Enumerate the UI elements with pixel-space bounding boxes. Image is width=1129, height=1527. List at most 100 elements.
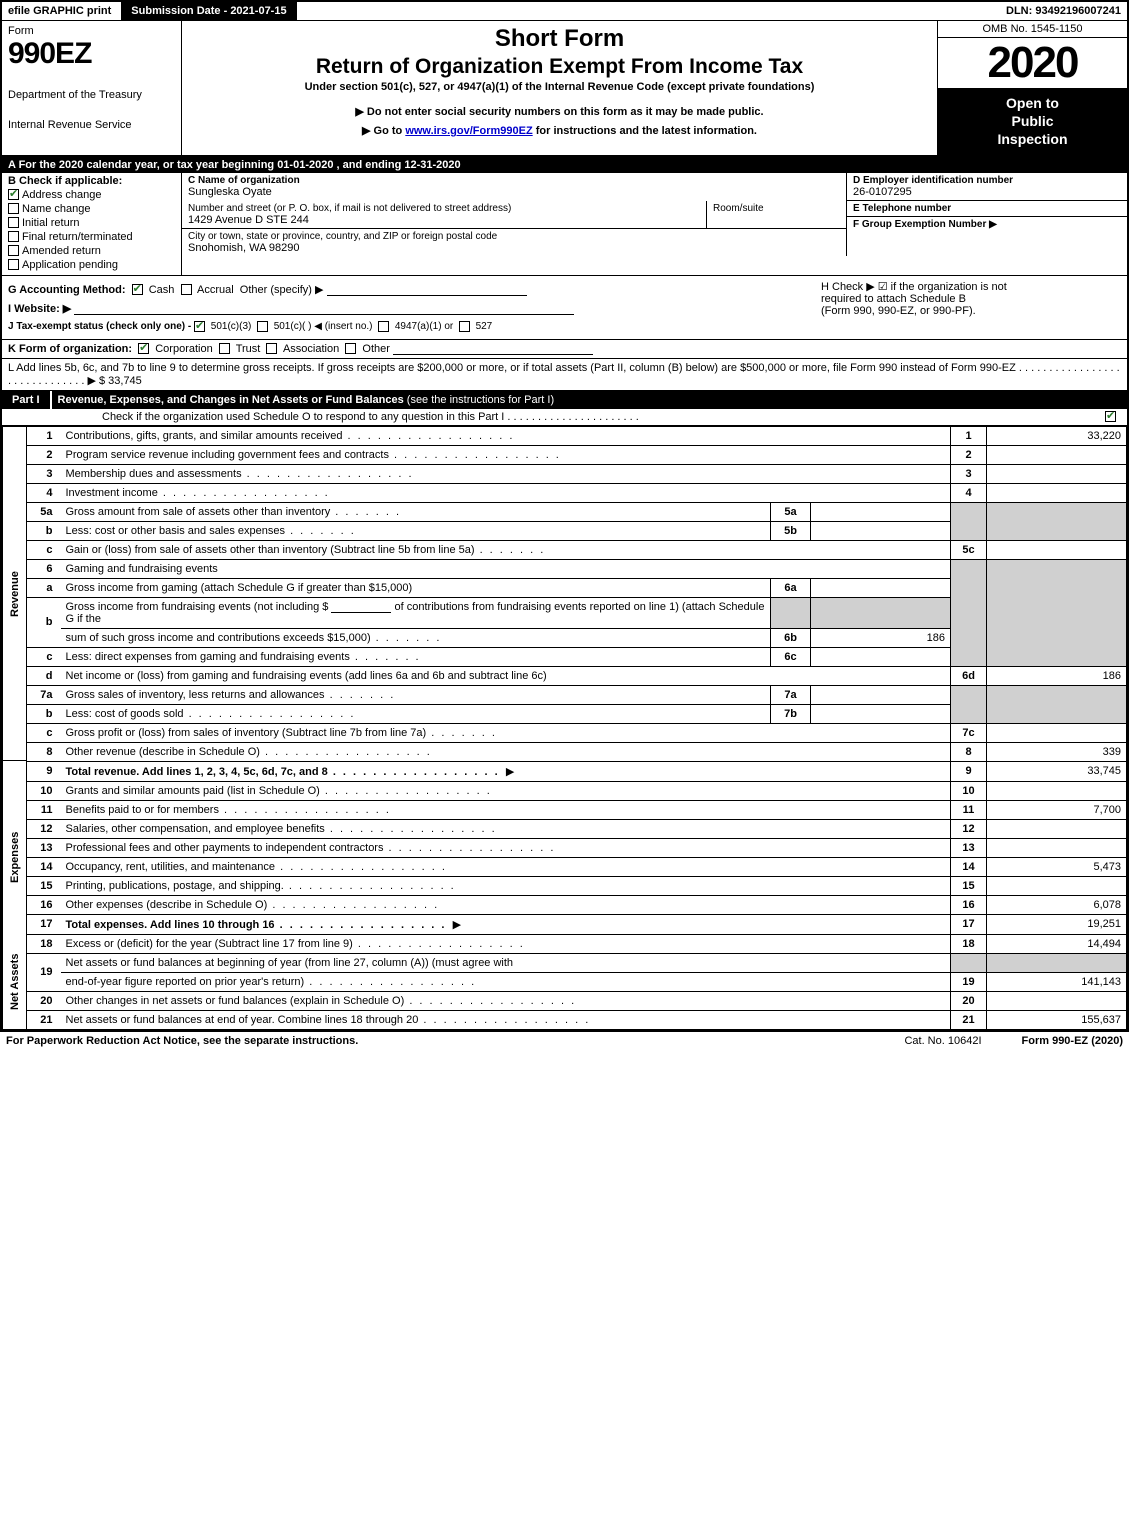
line-7a: 7a Gross sales of inventory, less return… xyxy=(3,685,1127,704)
i-label: I Website: ▶ xyxy=(8,303,71,315)
line-6d: d Net income or (loss) from gaming and f… xyxy=(3,666,1127,685)
section-l: L Add lines 5b, 6c, and 7b to line 9 to … xyxy=(2,359,1127,391)
k-other-fill[interactable] xyxy=(393,343,593,355)
form-word: Form xyxy=(8,25,175,37)
line-14: 14 Occupancy, rent, utilities, and maint… xyxy=(3,857,1127,876)
line-11: 11 Benefits paid to or for members 117,7… xyxy=(3,800,1127,819)
line-20: 20 Other changes in net assets or fund b… xyxy=(3,991,1127,1010)
col-gij: G Accounting Method: Cash Accrual Other … xyxy=(8,280,821,335)
section-b: B Check if applicable: Address change Na… xyxy=(2,173,182,275)
cell-room: Room/suite xyxy=(707,201,847,229)
footer-left: For Paperwork Reduction Act Notice, see … xyxy=(6,1035,358,1047)
website-fill[interactable] xyxy=(74,303,574,315)
section-d: D Employer identification number 26-0107… xyxy=(847,173,1127,201)
city-state-zip: Snohomish, WA 98290 xyxy=(188,242,840,254)
c-label: C Name of organization xyxy=(188,175,840,186)
efile-label: efile GRAPHIC print xyxy=(2,2,117,20)
j-label: J Tax-exempt status (check only one) - xyxy=(8,321,194,332)
line-3: 3 Membership dues and assessments 3 xyxy=(3,464,1127,483)
line-4: 4 Investment income 4 xyxy=(3,483,1127,502)
header-right: OMB No. 1545-1150 2020 Open to Public In… xyxy=(937,21,1127,155)
goto-post: for instructions and the latest informat… xyxy=(533,125,757,137)
arrow-icon: ▶ xyxy=(453,919,461,931)
omb-number: OMB No. 1545-1150 xyxy=(938,21,1127,38)
k-other: Other xyxy=(362,343,390,355)
part1-subnote: Check if the organization used Schedule … xyxy=(2,409,1127,426)
header-center: Short Form Return of Organization Exempt… xyxy=(182,21,937,155)
chk-final-return[interactable]: Final return/terminated xyxy=(8,231,175,243)
footer-catno: Cat. No. 10642I xyxy=(904,1035,981,1047)
line-15: 15 Printing, publications, postage, and … xyxy=(3,876,1127,895)
g-accrual: Accrual xyxy=(197,284,234,296)
street-address: 1429 Avenue D STE 244 xyxy=(188,214,700,226)
sidelabel-netassets: Net Assets xyxy=(3,934,27,1029)
line-13: 13 Professional fees and other payments … xyxy=(3,838,1127,857)
inspect-line2: Public xyxy=(940,112,1125,130)
checkbox-icon xyxy=(8,231,19,242)
j-501c3: 501(c)(3) xyxy=(211,321,252,332)
form-header: Form 990EZ Department of the Treasury In… xyxy=(2,21,1127,157)
line-6: 6 Gaming and fundraising events xyxy=(3,559,1127,578)
checkbox-icon xyxy=(132,284,143,295)
checkbox-icon xyxy=(1105,411,1116,422)
line-10: Expenses 10 Grants and similar amounts p… xyxy=(3,781,1127,800)
part1-schedO-check[interactable] xyxy=(1105,411,1119,423)
form-page: efile GRAPHIC print Submission Date - 20… xyxy=(0,0,1129,1032)
h-line1: H Check ▶ ☑ if the organization is not xyxy=(821,280,1121,293)
section-c-wrap: C Name of organization Sungleska Oyate D… xyxy=(182,173,1127,275)
k-trust: Trust xyxy=(236,343,261,355)
chk-name-change[interactable]: Name change xyxy=(8,203,175,215)
dept-irs: Internal Revenue Service xyxy=(8,119,175,131)
section-ef: E Telephone number F Group Exemption Num… xyxy=(847,201,1127,256)
h-line2: required to attach Schedule B xyxy=(821,293,1121,305)
k-assoc: Association xyxy=(283,343,339,355)
footer-formno: Form 990-EZ (2020) xyxy=(1022,1035,1123,1047)
form-number: 990EZ xyxy=(8,37,175,71)
submission-date: Submission Date - 2021-07-15 xyxy=(121,2,296,20)
title-short-form: Short Form xyxy=(188,25,931,53)
checkbox-icon xyxy=(378,321,389,332)
h-line3: (Form 990, 990-EZ, or 990-PF). xyxy=(821,305,1121,317)
line-9: 9 Total revenue. Add lines 1, 2, 3, 4, 5… xyxy=(3,761,1127,781)
cell-org-name: C Name of organization Sungleska Oyate xyxy=(182,173,847,201)
section-k: K Form of organization: Corporation Trus… xyxy=(2,340,1127,359)
line-18: Net Assets 18 Excess or (deficit) for th… xyxy=(3,934,1127,953)
city-label: City or town, state or province, country… xyxy=(188,231,840,242)
chk-address-change[interactable]: Address change xyxy=(8,189,175,201)
goto-instructions: ▶ Go to www.irs.gov/Form990EZ for instru… xyxy=(188,124,931,137)
6b-amount-fill[interactable] xyxy=(331,601,391,613)
addr-label: Number and street (or P. O. box, if mail… xyxy=(188,203,700,214)
j-4947: 4947(a)(1) or xyxy=(395,321,453,332)
irs-link[interactable]: www.irs.gov/Form990EZ xyxy=(405,125,532,137)
part1-table: Revenue 1 Contributions, gifts, grants, … xyxy=(2,426,1127,1030)
line-7c: c Gross profit or (loss) from sales of i… xyxy=(3,723,1127,742)
line-5a: 5a Gross amount from sale of assets othe… xyxy=(3,502,1127,521)
g-other: Other (specify) ▶ xyxy=(240,284,324,296)
under-section: Under section 501(c), 527, or 4947(a)(1)… xyxy=(188,81,931,93)
goto-pre: ▶ Go to xyxy=(362,125,405,137)
checkbox-icon xyxy=(181,284,192,295)
sidelabel-expenses: Expenses xyxy=(3,781,27,934)
section-h: H Check ▶ ☑ if the organization is not r… xyxy=(821,280,1121,335)
f-group-exemption: F Group Exemption Number ▶ xyxy=(847,217,1127,232)
k-corp: Corporation xyxy=(155,343,212,355)
row-j: J Tax-exempt status (check only one) - 5… xyxy=(8,318,821,335)
inspect-line3: Inspection xyxy=(940,130,1125,148)
chk-amended-return[interactable]: Amended return xyxy=(8,245,175,257)
dln-number: DLN: 93492196007241 xyxy=(1000,2,1127,20)
b-label: B Check if applicable: xyxy=(8,175,175,187)
checkbox-icon xyxy=(8,189,19,200)
chk-initial-return[interactable]: Initial return xyxy=(8,217,175,229)
part1-label: Part I xyxy=(2,391,52,409)
line-8: 8 Other revenue (describe in Schedule O)… xyxy=(3,742,1127,761)
d-label: D Employer identification number xyxy=(853,175,1121,186)
e-telephone: E Telephone number xyxy=(847,201,1127,217)
checkbox-icon xyxy=(138,343,149,354)
line-19a: 19 Net assets or fund balances at beginn… xyxy=(3,953,1127,972)
line-17: 17 Total expenses. Add lines 10 through … xyxy=(3,914,1127,934)
chk-application-pending[interactable]: Application pending xyxy=(8,259,175,271)
j-501c: 501(c)( ) ◀ (insert no.) xyxy=(274,321,373,332)
checkbox-icon xyxy=(8,259,19,270)
g-other-fill[interactable] xyxy=(327,284,527,296)
line-5c: c Gain or (loss) from sale of assets oth… xyxy=(3,540,1127,559)
